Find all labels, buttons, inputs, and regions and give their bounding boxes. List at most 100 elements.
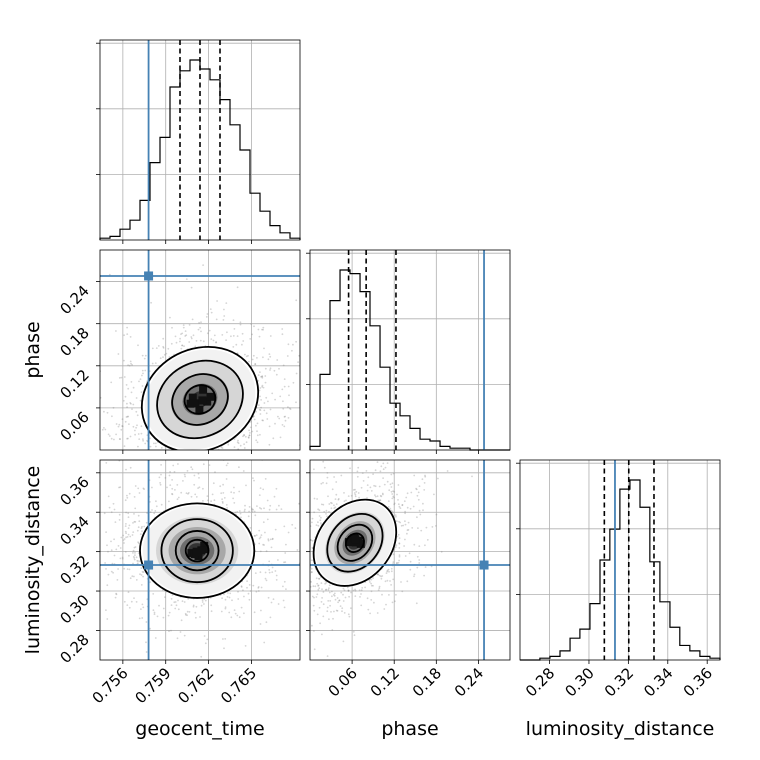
scatter-point — [354, 589, 357, 592]
scatter-point — [124, 420, 127, 423]
scatter-point — [243, 443, 246, 446]
scatter-point — [349, 467, 351, 470]
density-block — [198, 396, 207, 405]
scatter-point — [226, 462, 229, 465]
scatter-point — [364, 586, 366, 589]
scatter-point — [264, 381, 267, 384]
scatter-point — [236, 614, 239, 617]
scatter-point — [124, 551, 127, 553]
ylabel-phase: phase — [22, 321, 44, 378]
scatter-point — [340, 474, 343, 477]
scatter-point — [310, 539, 312, 541]
scatter-point — [378, 587, 381, 590]
scatter-point — [216, 300, 219, 302]
scatter-point — [141, 369, 144, 372]
scatter-point — [265, 579, 268, 582]
scatter-point — [404, 523, 407, 526]
scatter-point — [221, 500, 224, 503]
scatter-point — [137, 562, 139, 565]
scatter-point — [113, 508, 116, 511]
scatter-point — [421, 478, 424, 481]
ylabel-luminosity-distance: luminosity_distance — [22, 466, 44, 655]
scatter-point — [409, 507, 412, 510]
scatter-point — [247, 436, 250, 439]
scatter-point — [239, 321, 242, 324]
scatter-point — [321, 597, 323, 599]
scatter-point — [200, 655, 203, 658]
scatter-point — [237, 442, 240, 445]
scatter-point — [338, 599, 341, 602]
scatter-point — [369, 581, 371, 583]
scatter-point — [316, 593, 319, 596]
scatter-point — [420, 529, 423, 532]
scatter-point — [386, 579, 389, 582]
scatter-point — [316, 613, 319, 616]
scatter-point — [120, 536, 123, 539]
scatter-point — [284, 415, 286, 418]
scatter-point — [259, 413, 262, 415]
scatter-point — [180, 491, 183, 494]
scatter-point — [377, 589, 380, 591]
scatter-point — [380, 575, 382, 578]
scatter-point — [318, 587, 321, 590]
scatter-point — [379, 470, 382, 473]
scatter-point — [340, 591, 343, 594]
scatter-point — [253, 418, 256, 421]
scatter-point — [404, 520, 406, 523]
scatter-point — [395, 546, 397, 548]
scatter-point — [226, 331, 228, 334]
scatter-point — [168, 611, 171, 614]
scatter-point — [398, 555, 401, 558]
scatter-point — [404, 555, 407, 557]
scatter-point — [242, 589, 244, 592]
scatter-point — [124, 395, 127, 398]
scatter-point — [262, 326, 265, 329]
scatter-point — [236, 441, 239, 444]
scatter-point — [406, 492, 409, 495]
scatter-point — [145, 521, 148, 524]
scatter-point — [259, 571, 262, 574]
scatter-point — [150, 301, 153, 304]
scatter-point — [368, 579, 371, 582]
scatter-point — [183, 345, 185, 347]
scatter-point — [204, 599, 207, 602]
scatter-point — [125, 511, 127, 514]
scatter-point — [132, 562, 134, 565]
scatter-point — [247, 515, 250, 518]
scatter-point — [310, 571, 313, 573]
scatter-point — [221, 447, 224, 449]
scatter-point — [168, 474, 171, 477]
scatter-point — [127, 415, 130, 418]
scatter-point — [180, 347, 183, 350]
scatter-point — [341, 610, 343, 613]
scatter-point — [221, 597, 224, 600]
scatter-point — [283, 416, 286, 418]
scatter-point — [167, 347, 170, 350]
scatter-point — [257, 587, 260, 589]
scatter-point — [389, 507, 392, 510]
scatter-point — [281, 424, 284, 426]
scatter-point — [395, 515, 397, 518]
scatter-point — [292, 343, 294, 346]
scatter-point — [198, 321, 201, 324]
scatter-point — [132, 425, 135, 428]
scatter-point — [274, 398, 276, 401]
scatter-point — [416, 516, 418, 519]
scatter-point — [232, 497, 235, 500]
scatter-point — [255, 590, 258, 593]
scatter-point — [155, 505, 158, 508]
scatter-point — [206, 313, 209, 315]
scatter-point — [129, 535, 132, 538]
scatter-point — [353, 634, 356, 637]
scatter-point — [160, 473, 162, 476]
scatter-point — [283, 561, 285, 564]
scatter-point — [224, 606, 227, 608]
scatter-point — [245, 355, 248, 358]
scatter-point — [373, 484, 375, 487]
scatter-point — [360, 593, 362, 595]
scatter-point — [248, 434, 251, 437]
scatter-point — [222, 483, 225, 486]
scatter-point — [390, 490, 393, 493]
scatter-point — [312, 604, 315, 607]
scatter-point — [220, 446, 223, 449]
